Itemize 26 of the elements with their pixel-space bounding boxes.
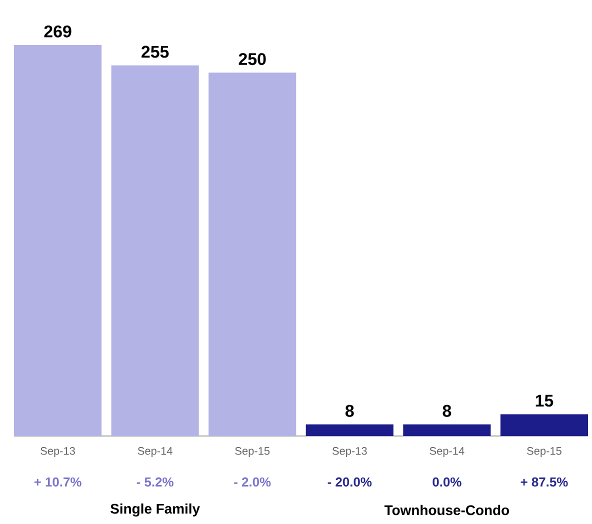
bar bbox=[14, 44, 102, 436]
bar bbox=[500, 414, 588, 436]
data-label: 8 bbox=[345, 404, 354, 417]
data-label: 269 bbox=[44, 25, 72, 38]
text: - 20.0% bbox=[328, 477, 372, 487]
text: Townhouse-Condo bbox=[384, 504, 510, 516]
x-tick-label: Sep-14 bbox=[430, 447, 464, 457]
x-tick-label: Sep-15 bbox=[235, 447, 270, 457]
bar bbox=[208, 72, 296, 436]
text: + 87.5% bbox=[520, 477, 568, 487]
data-label: 255 bbox=[142, 46, 169, 58]
text: - 5.2% bbox=[136, 477, 174, 487]
data-label: 15 bbox=[536, 394, 554, 407]
text: + 10.7% bbox=[34, 477, 82, 487]
data-label: 8 bbox=[442, 404, 452, 417]
x-tick-label: Sep-13 bbox=[40, 447, 75, 457]
bar bbox=[403, 424, 491, 436]
bar bbox=[306, 424, 394, 436]
text: 0.0% bbox=[432, 477, 462, 487]
x-tick-label: Sep-15 bbox=[527, 447, 562, 457]
text: - 2.0% bbox=[234, 477, 271, 487]
data-label: 250 bbox=[238, 53, 266, 66]
bar bbox=[111, 65, 199, 436]
x-tick-label: Sep-13 bbox=[332, 447, 367, 457]
text: Single Family bbox=[110, 503, 200, 517]
x-tick-label: Sep-14 bbox=[138, 447, 172, 457]
